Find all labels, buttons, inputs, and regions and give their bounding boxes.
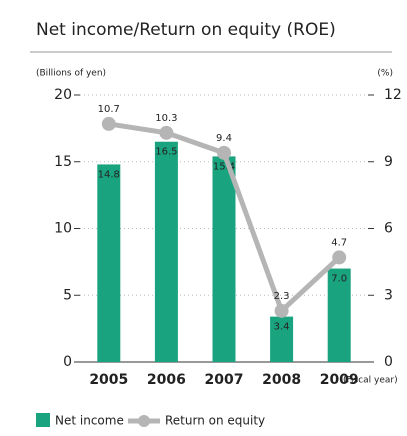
bar — [327, 268, 351, 362]
bar — [154, 141, 178, 362]
bar-value-label: 7.0 — [331, 274, 347, 285]
y2-tick-label: 12 — [384, 87, 402, 103]
legend-label: Net income — [55, 414, 124, 428]
roe-value-label: 9.4 — [216, 133, 232, 144]
legend-swatch — [36, 413, 50, 427]
y-tick-label: 5 — [63, 287, 72, 303]
roe-point — [101, 116, 116, 131]
y2-tick-label: 6 — [384, 221, 393, 237]
x-tick-label: 2005 — [89, 372, 128, 388]
legend-marker — [138, 415, 150, 427]
bar — [212, 156, 236, 362]
y-tick-label: 0 — [63, 354, 72, 370]
bar-value-label: 3.4 — [274, 322, 290, 333]
y-axis-label: (Billions of yen) — [36, 69, 106, 79]
legend-label: Return on equity — [165, 414, 265, 428]
y2-axis-label: (%) — [377, 69, 393, 79]
bar-value-label: 14.8 — [98, 169, 120, 180]
bar — [97, 164, 121, 362]
roe-value-label: 10.7 — [98, 104, 120, 115]
y2-tick-label: 0 — [384, 354, 393, 370]
x-tick-label: 2007 — [205, 372, 244, 388]
roe-value-label: 10.3 — [155, 113, 177, 124]
bar-value-label: 15.4 — [213, 161, 235, 172]
y2-tick-label: 3 — [384, 287, 393, 303]
roe-value-label: 4.7 — [331, 237, 347, 248]
y-tick-label: 20 — [54, 87, 72, 103]
bar-value-label: 16.5 — [155, 147, 177, 158]
roe-point — [274, 303, 289, 318]
x-tick-label: 2008 — [262, 372, 301, 388]
x-axis-label: (Fiscal year) — [343, 376, 398, 386]
roe-point — [217, 145, 231, 160]
roe-value-label: 2.3 — [274, 291, 290, 302]
bar — [270, 316, 294, 362]
roe-point — [159, 125, 174, 140]
y-tick-label: 10 — [54, 221, 72, 237]
roe-point — [332, 250, 347, 265]
x-tick-label: 2006 — [147, 372, 186, 388]
chart-title: Net income/Return on equity (ROE) — [36, 20, 336, 40]
x-tick-label: 2009 — [320, 372, 359, 388]
y-tick-label: 15 — [54, 154, 72, 170]
y2-tick-label: 9 — [384, 154, 393, 170]
